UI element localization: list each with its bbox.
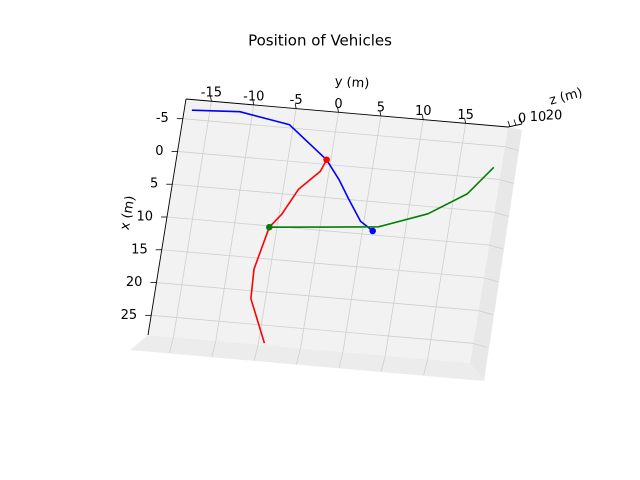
x-axis-label: x (m) [118,195,139,232]
y-tick-label: 15 [457,108,474,123]
grid-line [151,314,474,344]
bottom-grid-line [423,359,429,376]
grid-line [156,282,479,311]
x-tick-label: -5 [156,111,169,126]
y-axis-label: y (m) [334,74,370,91]
y-tick-label: 5 [377,100,385,115]
tick-mark [519,117,523,125]
tick-mark [513,119,517,126]
z-tick-label: 0 [518,112,526,127]
tick-mark [421,114,424,120]
side-grid-line [483,277,498,283]
position-marker [266,223,273,231]
side-grid-line [473,342,488,348]
y-tick-label: 0 [334,97,342,112]
side-grid-line [478,310,493,315]
x-tick-label: 15 [131,242,148,257]
x-tick-label: 25 [121,308,138,323]
side-grid-line [499,179,514,184]
trajectory-line [191,109,374,232]
bottom-pane [130,335,484,381]
bottom-grid-line [296,348,301,365]
side-pane [470,127,522,381]
position-marker [323,156,330,164]
x-tick-label: 0 [155,144,163,159]
x-tick-label: 10 [136,210,153,225]
chart-title: Position of Vehicles [248,32,392,50]
z-axis-line [507,123,523,128]
x-axis-line [147,98,187,336]
tick-mark [210,96,212,102]
tick-mark [337,107,339,113]
trajectory-line [250,159,328,344]
y-tick-label: -10 [243,89,264,104]
y-tick-label: -15 [201,86,222,101]
grid-line [177,151,500,180]
grid-line [161,249,484,279]
position-marker [369,227,376,235]
tick-mark [464,118,467,124]
side-grid-line [504,146,519,152]
x-tick-label: 5 [150,177,158,192]
bottom-grid-line [211,340,217,357]
tick-mark [294,103,297,109]
y-tick-label: -5 [290,93,303,108]
z-tick-label: 10 [530,110,547,125]
bottom-grid-line [253,344,259,361]
bottom-grid-line [380,355,386,372]
y-axis-line [185,98,509,128]
trajectory-line [269,166,495,228]
side-grid-line [488,244,504,250]
z-axis-label: z (m) [548,85,584,108]
grid-line [166,216,490,246]
grid-line [182,118,505,148]
bottom-grid-line [169,337,174,354]
z-tick-label: 20 [546,109,563,124]
tick-mark [507,120,511,128]
tick-mark [379,110,382,117]
bottom-grid-line [338,351,344,369]
y-tick-label: 10 [415,104,432,119]
tick-mark [252,99,255,105]
side-grid-line [494,211,509,217]
x-tick-label: 20 [126,275,143,290]
